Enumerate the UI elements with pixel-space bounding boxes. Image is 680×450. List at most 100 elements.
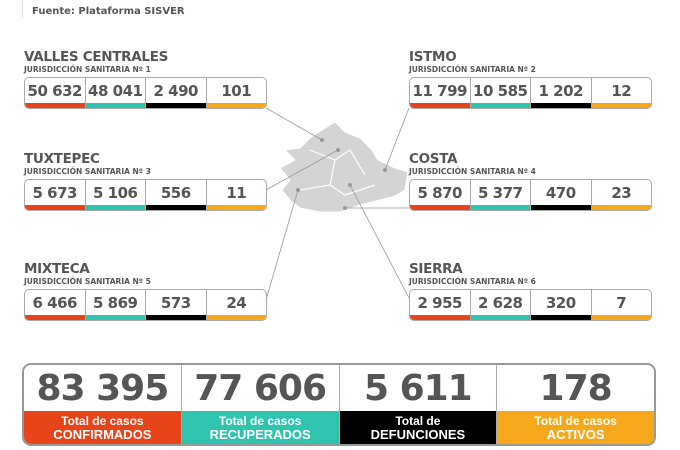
region-stats: 2 955 2 628 320 7 bbox=[409, 289, 652, 321]
region-stats: 11 799 10 585 1 202 12 bbox=[409, 77, 652, 109]
label-line2: RECUPERADOS bbox=[209, 426, 311, 442]
connector-lines bbox=[265, 107, 410, 301]
stat-defunciones: 2 490 bbox=[146, 78, 207, 108]
stat-value: 2 628 bbox=[478, 293, 523, 312]
color-strip bbox=[410, 103, 470, 108]
region-stats: 6 466 5 869 573 24 bbox=[24, 289, 267, 321]
region-subtitle: JURISDICCIÓN SANITARIA Nº 6 bbox=[409, 277, 536, 286]
stat-value: 11 bbox=[226, 183, 247, 202]
total-value: 83 395 bbox=[36, 367, 169, 409]
total-label: Total de DEFUNCIONES bbox=[339, 411, 497, 444]
source-text: Fuente: Plataforma SISVER bbox=[32, 6, 185, 17]
stat-value: 24 bbox=[226, 293, 247, 312]
stat-confirmados: 5 870 bbox=[410, 180, 471, 210]
color-strip bbox=[85, 103, 145, 108]
color-strip bbox=[206, 103, 266, 108]
stat-value: 5 106 bbox=[93, 183, 138, 202]
color-strip bbox=[206, 315, 266, 320]
color-strip bbox=[25, 205, 85, 210]
color-strip bbox=[531, 315, 591, 320]
total-label: Total de casos RECUPERADOS bbox=[181, 411, 339, 444]
stat-defunciones: 1 202 bbox=[531, 78, 592, 108]
stat-value: 6 466 bbox=[32, 293, 78, 312]
total-label: Total de casos ACTIVOS bbox=[497, 411, 654, 444]
region-mixteca: MIXTECA JURISDICCIÓN SANITARIA Nº 5 6 466 5… bbox=[24, 262, 267, 321]
color-strip bbox=[410, 205, 470, 210]
region-subtitle: JURISDICCIÓN SANITARIA Nº 2 bbox=[409, 65, 536, 74]
color-strip bbox=[85, 315, 145, 320]
label-line1: Total de casos bbox=[218, 413, 302, 428]
color-strip bbox=[85, 205, 145, 210]
stat-confirmados: 5 673 bbox=[25, 180, 86, 210]
label-line1: Total de casos bbox=[61, 413, 144, 428]
region-title: VALLES CENTRALES bbox=[24, 49, 169, 65]
color-strip bbox=[591, 315, 651, 320]
stat-value: 101 bbox=[221, 81, 252, 100]
stat-value: 48 041 bbox=[88, 81, 143, 100]
stat-recuperados: 10 585 bbox=[470, 78, 531, 108]
stat-value: 7 bbox=[616, 293, 627, 312]
color-strip bbox=[146, 205, 206, 210]
color-strip bbox=[146, 315, 206, 320]
label-line1: Total de casos bbox=[534, 413, 617, 428]
map-shape bbox=[279, 121, 409, 213]
stat-recuperados: 5 869 bbox=[85, 290, 146, 320]
stat-value: 5 869 bbox=[93, 293, 138, 312]
stat-activos: 7 bbox=[591, 290, 651, 320]
region-istmo: ISTMO JURISDICCIÓN SANITARIA Nº 2 11 799 10… bbox=[409, 50, 652, 109]
map-points bbox=[296, 138, 387, 210]
stat-recuperados: 5 377 bbox=[470, 180, 531, 210]
region-title: ISTMO bbox=[409, 49, 457, 65]
region-subtitle: JURISDICCIÓN SANITARIA Nº 4 bbox=[409, 167, 536, 176]
divider bbox=[22, 0, 23, 18]
color-strip bbox=[25, 103, 85, 108]
stat-value: 5 870 bbox=[417, 183, 463, 202]
region-title: SIERRA bbox=[409, 261, 463, 277]
totals-panel: 83 395 Total de casos CONFIRMADOS 77 606 Tot… bbox=[22, 363, 656, 446]
stat-value: 1 202 bbox=[538, 81, 584, 100]
region-subtitle: JURISDICCIÓN SANITARIA Nº 1 bbox=[24, 65, 151, 74]
region-stats: 5 870 5 377 470 23 bbox=[409, 179, 652, 211]
stat-defunciones: 470 bbox=[531, 180, 592, 210]
stat-value: 2 490 bbox=[153, 81, 199, 100]
stat-value: 573 bbox=[160, 293, 191, 312]
stat-value: 5 673 bbox=[32, 183, 78, 202]
total-value: 5 611 bbox=[364, 367, 473, 409]
region-costa: COSTA JURISDICCIÓN SANITARIA Nº 4 5 870 5 3… bbox=[409, 152, 652, 211]
stat-confirmados: 11 799 bbox=[410, 78, 471, 108]
stat-defunciones: 573 bbox=[146, 290, 207, 320]
region-title: MIXTECA bbox=[24, 261, 90, 277]
stat-value: 11 799 bbox=[412, 81, 468, 100]
color-strip bbox=[25, 315, 85, 320]
color-strip bbox=[470, 103, 530, 108]
region-stats: 50 632 48 041 2 490 101 bbox=[24, 77, 267, 109]
total-value: 178 bbox=[539, 367, 613, 409]
stat-recuperados: 2 628 bbox=[470, 290, 531, 320]
map-borders bbox=[299, 149, 376, 196]
region-subtitle: JURISDICCIÓN SANITARIA Nº 5 bbox=[24, 277, 151, 286]
color-strip bbox=[470, 315, 530, 320]
region-stats: 5 673 5 106 556 11 bbox=[24, 179, 267, 211]
stat-value: 10 585 bbox=[473, 81, 528, 100]
color-strip bbox=[591, 205, 651, 210]
label-line2: ACTIVOS bbox=[546, 426, 605, 442]
stat-activos: 24 bbox=[206, 290, 266, 320]
stat-confirmados: 2 955 bbox=[410, 290, 471, 320]
stat-value: 23 bbox=[611, 183, 632, 202]
region-tuxtepec: TUXTEPEC JURISDICCIÓN SANITARIA Nº 3 5 673… bbox=[24, 152, 267, 211]
stat-recuperados: 48 041 bbox=[85, 78, 146, 108]
total-defunciones: 5 611 Total de DEFUNCIONES bbox=[339, 365, 498, 444]
color-strip bbox=[591, 103, 651, 108]
stat-activos: 23 bbox=[591, 180, 651, 210]
stat-activos: 11 bbox=[206, 180, 266, 210]
color-strip bbox=[206, 205, 266, 210]
stat-value: 470 bbox=[545, 183, 576, 202]
stat-defunciones: 320 bbox=[531, 290, 592, 320]
color-strip bbox=[531, 103, 591, 108]
color-strip bbox=[531, 205, 591, 210]
region-valles-centrales: VALLES CENTRALES JURISDICCIÓN SANITARIA N… bbox=[24, 50, 267, 109]
stat-value: 320 bbox=[545, 293, 576, 312]
region-title: COSTA bbox=[409, 151, 458, 167]
label-line2: DEFUNCIONES bbox=[370, 426, 466, 442]
